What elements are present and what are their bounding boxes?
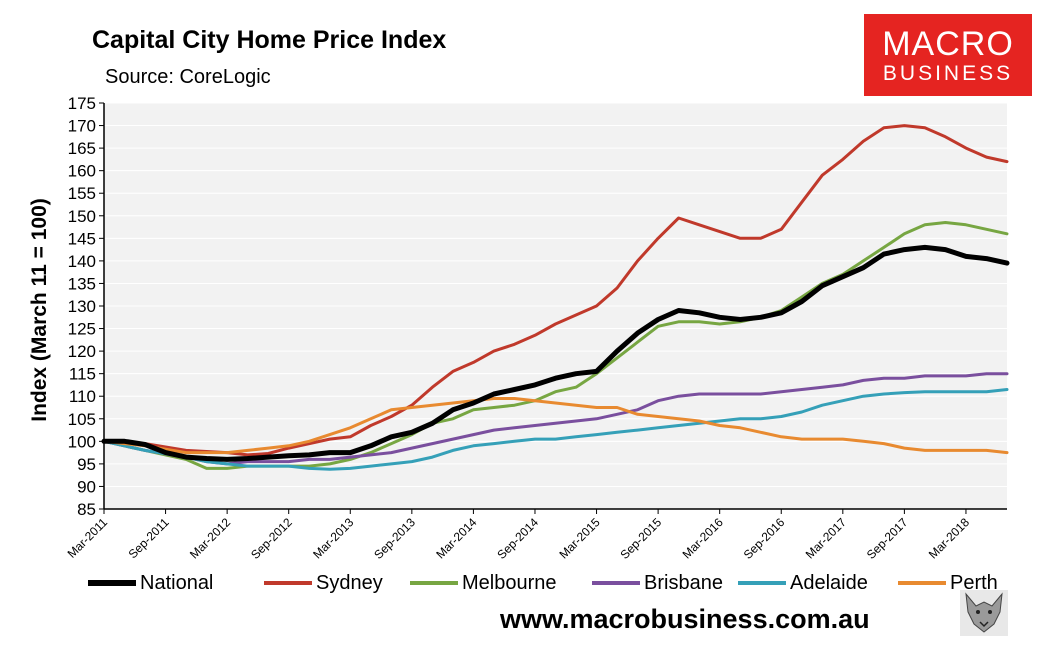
legend-item-adelaide: Adelaide [738,570,868,596]
legend-label-national: National [140,571,214,594]
legend-label-brisbane: Brisbane [644,571,723,594]
y-tick-label-90: 90 [77,477,96,496]
series-line-sydney [102,124,1009,457]
y-tick-label-85: 85 [77,500,96,519]
legend-swatch-melbourne [410,581,458,585]
x-tick-label-Sep-2016: Sep-2016 [741,515,788,562]
y-tick-label-100: 100 [68,432,96,451]
logo-line-2: BUSINESS [882,62,1014,85]
legend-item-brisbane: Brisbane [592,570,723,596]
y-tick-label-150: 150 [68,207,96,226]
y-tick-label-110: 110 [69,387,96,406]
x-tick-label-Sep-2017: Sep-2017 [864,515,911,562]
x-tick-label-Mar-2011: Mar-2011 [65,515,111,561]
series-line-brisbane [102,372,1009,466]
legend-label-sydney: Sydney [316,571,383,594]
y-tick-label-140: 140 [68,252,96,271]
x-tick-label-Mar-2017: Mar-2017 [803,515,849,561]
x-axis-ticks: Mar-2011 Sep-2011 Mar-2012 Sep-2012 Mar-2013… [65,509,972,562]
x-tick-label-Mar-2012: Mar-2012 [187,515,233,561]
y-tick-label-155: 155 [68,184,96,203]
x-tick-label-Mar-2014: Mar-2014 [433,515,479,561]
series-lines [101,124,1010,471]
legend-swatch-national [88,580,136,586]
legend-item-melbourne: Melbourne [410,570,557,596]
legend-item-national: National [88,570,213,596]
series-line-perth [102,397,1009,455]
y-tick-label-165: 165 [68,139,96,158]
legend-item-perth: Perth [898,570,998,596]
series-line-national [101,244,1010,462]
y-tick-label-145: 145 [68,229,96,248]
x-tick-label-Mar-2013: Mar-2013 [310,515,356,561]
gridlines [104,102,1007,510]
y-tick-label-115: 115 [69,365,96,384]
legend-item-sydney: Sydney [264,570,383,596]
legend-label-melbourne: Melbourne [462,571,557,594]
legend-label-adelaide: Adelaide [790,571,868,594]
chart-source: Source: CoreLogic [105,66,271,88]
y-tick-label-160: 160 [68,162,96,181]
legend-swatch-perth [898,581,946,585]
x-tick-label-Sep-2013: Sep-2013 [371,515,418,562]
website-url: www.macrobusiness.com.au [500,604,870,634]
legend-swatch-brisbane [592,581,640,585]
series-line-adelaide [102,388,1009,471]
y-tick-label-120: 120 [68,342,96,361]
y-tick-label-105: 105 [68,410,96,429]
chart-title: Capital City Home Price Index [92,26,447,54]
legend-swatch-sydney [264,581,312,585]
x-tick-label-Sep-2012: Sep-2012 [248,515,295,562]
y-tick-label-175: 175 [68,94,96,113]
y-axis-ticks: 85 90 95 100 105 110 115 120 125 130 135 140 145 150 1… [68,94,104,519]
y-tick-label-125: 125 [68,320,96,339]
x-tick-label-Mar-2018: Mar-2018 [926,515,972,561]
legend-swatch-adelaide [738,581,786,585]
x-tick-label-Sep-2015: Sep-2015 [618,515,665,562]
legend: National Sydney Melbourne Brisbane Adela… [88,570,998,596]
y-tick-label-95: 95 [77,455,96,474]
wolf-icon [960,590,1008,636]
y-tick-label-170: 170 [68,117,96,136]
y-tick-label-130: 130 [68,297,96,316]
legend-label-perth: Perth [950,571,998,594]
x-tick-label-Sep-2011: Sep-2011 [126,515,172,561]
x-tick-label-Mar-2016: Mar-2016 [680,515,726,561]
x-tick-label-Mar-2015: Mar-2015 [556,515,602,561]
logo-line-1: MACRO [882,25,1014,63]
x-tick-label-Sep-2014: Sep-2014 [494,515,541,562]
y-tick-label-135: 135 [68,274,96,293]
macrobusiness-logo: MACRO BUSINESS [864,14,1032,96]
